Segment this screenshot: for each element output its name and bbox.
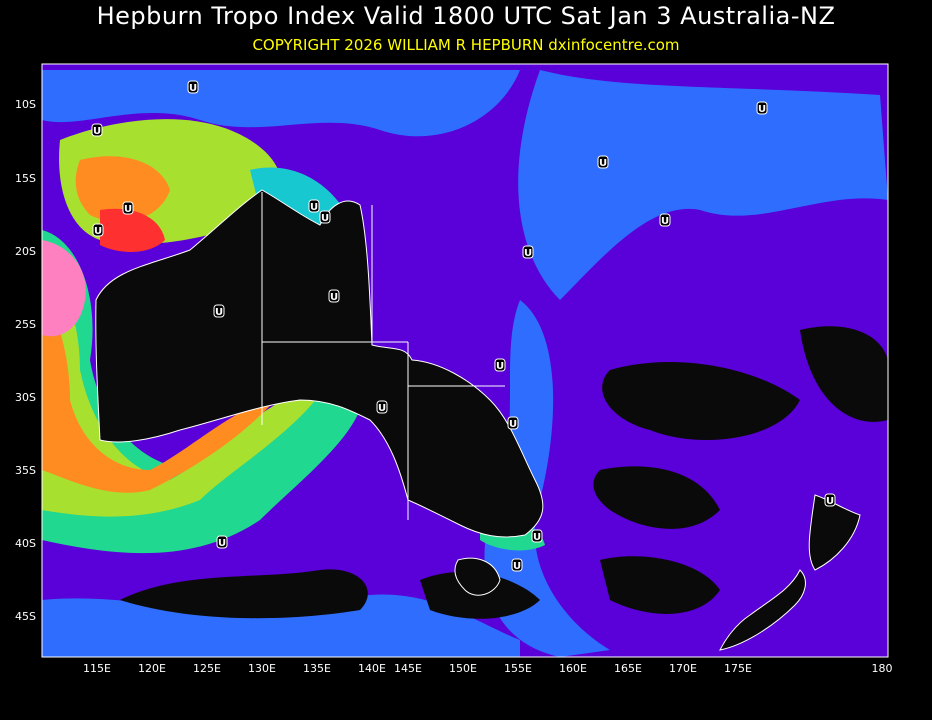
low-marker: U	[507, 416, 519, 430]
lon-tick-label: 170E	[669, 662, 697, 675]
lon-tick-label: 155E	[504, 662, 532, 675]
marker-label: U	[509, 419, 517, 430]
north-orange-patch	[75, 156, 170, 222]
lon-tick-label: 145E	[394, 662, 422, 675]
state-borders	[261, 192, 505, 520]
lon-tick-label: 160E	[559, 662, 587, 675]
nz-south-island	[719, 569, 806, 651]
low-marker: U	[213, 304, 225, 318]
low-marker: U	[91, 123, 103, 137]
low-marker: U	[308, 199, 320, 213]
lon-tick-label: 135E	[303, 662, 331, 675]
marker-label: U	[330, 292, 338, 303]
low-marker: U	[319, 210, 331, 224]
low-marker: U	[511, 558, 523, 572]
marker-label: U	[758, 104, 766, 115]
latitude-axis: 10S 15S 20S 25S 30S 35S 40S 45S	[15, 98, 36, 623]
low-marker: U	[494, 358, 506, 372]
map-title: Hepburn Tropo Index Valid 1800 UTC Sat J…	[96, 2, 836, 30]
marker-label: U	[513, 561, 521, 572]
blue-band-south	[42, 594, 520, 657]
lon-tick-label: 140E	[358, 662, 386, 675]
lon-tick-label: 130E	[248, 662, 276, 675]
lon-tick-label: 120E	[138, 662, 166, 675]
dark-blob-east-1	[602, 361, 800, 440]
marker-label: U	[218, 538, 226, 549]
marker-label: U	[661, 216, 669, 227]
lat-tick-label: 45S	[15, 610, 36, 623]
marker-label: U	[310, 202, 318, 213]
lon-tick-label: 180	[872, 662, 893, 675]
low-marker: U	[328, 289, 340, 303]
low-marker: U	[92, 223, 104, 237]
low-marker: U	[824, 493, 836, 507]
pink-west-patch	[42, 240, 86, 337]
marker-label: U	[189, 83, 197, 94]
map-plot-area	[42, 64, 888, 657]
low-marker: U	[122, 201, 134, 215]
lat-tick-label: 20S	[15, 245, 36, 258]
low-marker: U	[659, 213, 671, 227]
low-marker: U	[187, 80, 199, 94]
copyright-line: COPYRIGHT 2026 WILLIAM R HEPBURN dxinfoc…	[252, 36, 680, 54]
dark-blob-nz-south	[600, 556, 720, 614]
lon-tick-label: 115E	[83, 662, 111, 675]
marker-label: U	[93, 126, 101, 137]
lat-tick-label: 25S	[15, 318, 36, 331]
lat-tick-label: 30S	[15, 391, 36, 404]
dark-blob-east-3	[800, 326, 888, 422]
lon-tick-label: 175E	[724, 662, 752, 675]
tasmania-land	[454, 557, 501, 596]
marker-label: U	[533, 532, 541, 543]
lat-tick-label: 15S	[15, 172, 36, 185]
low-marker: U	[531, 529, 543, 543]
lon-tick-label: 150E	[449, 662, 477, 675]
nz-north-island	[808, 494, 861, 571]
marker-label: U	[524, 248, 532, 259]
low-marker: U	[216, 535, 228, 549]
lat-tick-label: 40S	[15, 537, 36, 550]
dark-blob-east-2	[593, 466, 720, 529]
blue-band-east	[518, 70, 888, 300]
lon-tick-label: 125E	[193, 662, 221, 675]
marker-label: U	[826, 496, 834, 507]
lat-tick-label: 35S	[15, 464, 36, 477]
low-marker: U	[756, 101, 768, 115]
marker-label: U	[496, 361, 504, 372]
low-marker: U	[376, 400, 388, 414]
lime-west-band	[42, 260, 330, 517]
blue-band-north	[42, 70, 520, 137]
longitude-axis: 115E 120E 125E 130E 135E 140E 145E 150E 155E 160E…	[83, 662, 892, 675]
marker-label: U	[378, 403, 386, 414]
map-frame	[41, 63, 889, 658]
marker-label: U	[94, 226, 102, 237]
north-red-patch	[100, 208, 165, 252]
low-marker: U	[597, 155, 609, 169]
lon-tick-label: 165E	[614, 662, 642, 675]
orange-west-band	[42, 290, 280, 493]
low-marker: U	[522, 245, 534, 259]
lat-tick-label: 10S	[15, 98, 36, 111]
dark-blob-southwest	[120, 569, 368, 619]
marker-label: U	[215, 307, 223, 318]
marker-label: U	[599, 158, 607, 169]
marker-label: U	[321, 213, 329, 224]
australia-land	[95, 189, 544, 538]
marker-label: U	[124, 204, 132, 215]
